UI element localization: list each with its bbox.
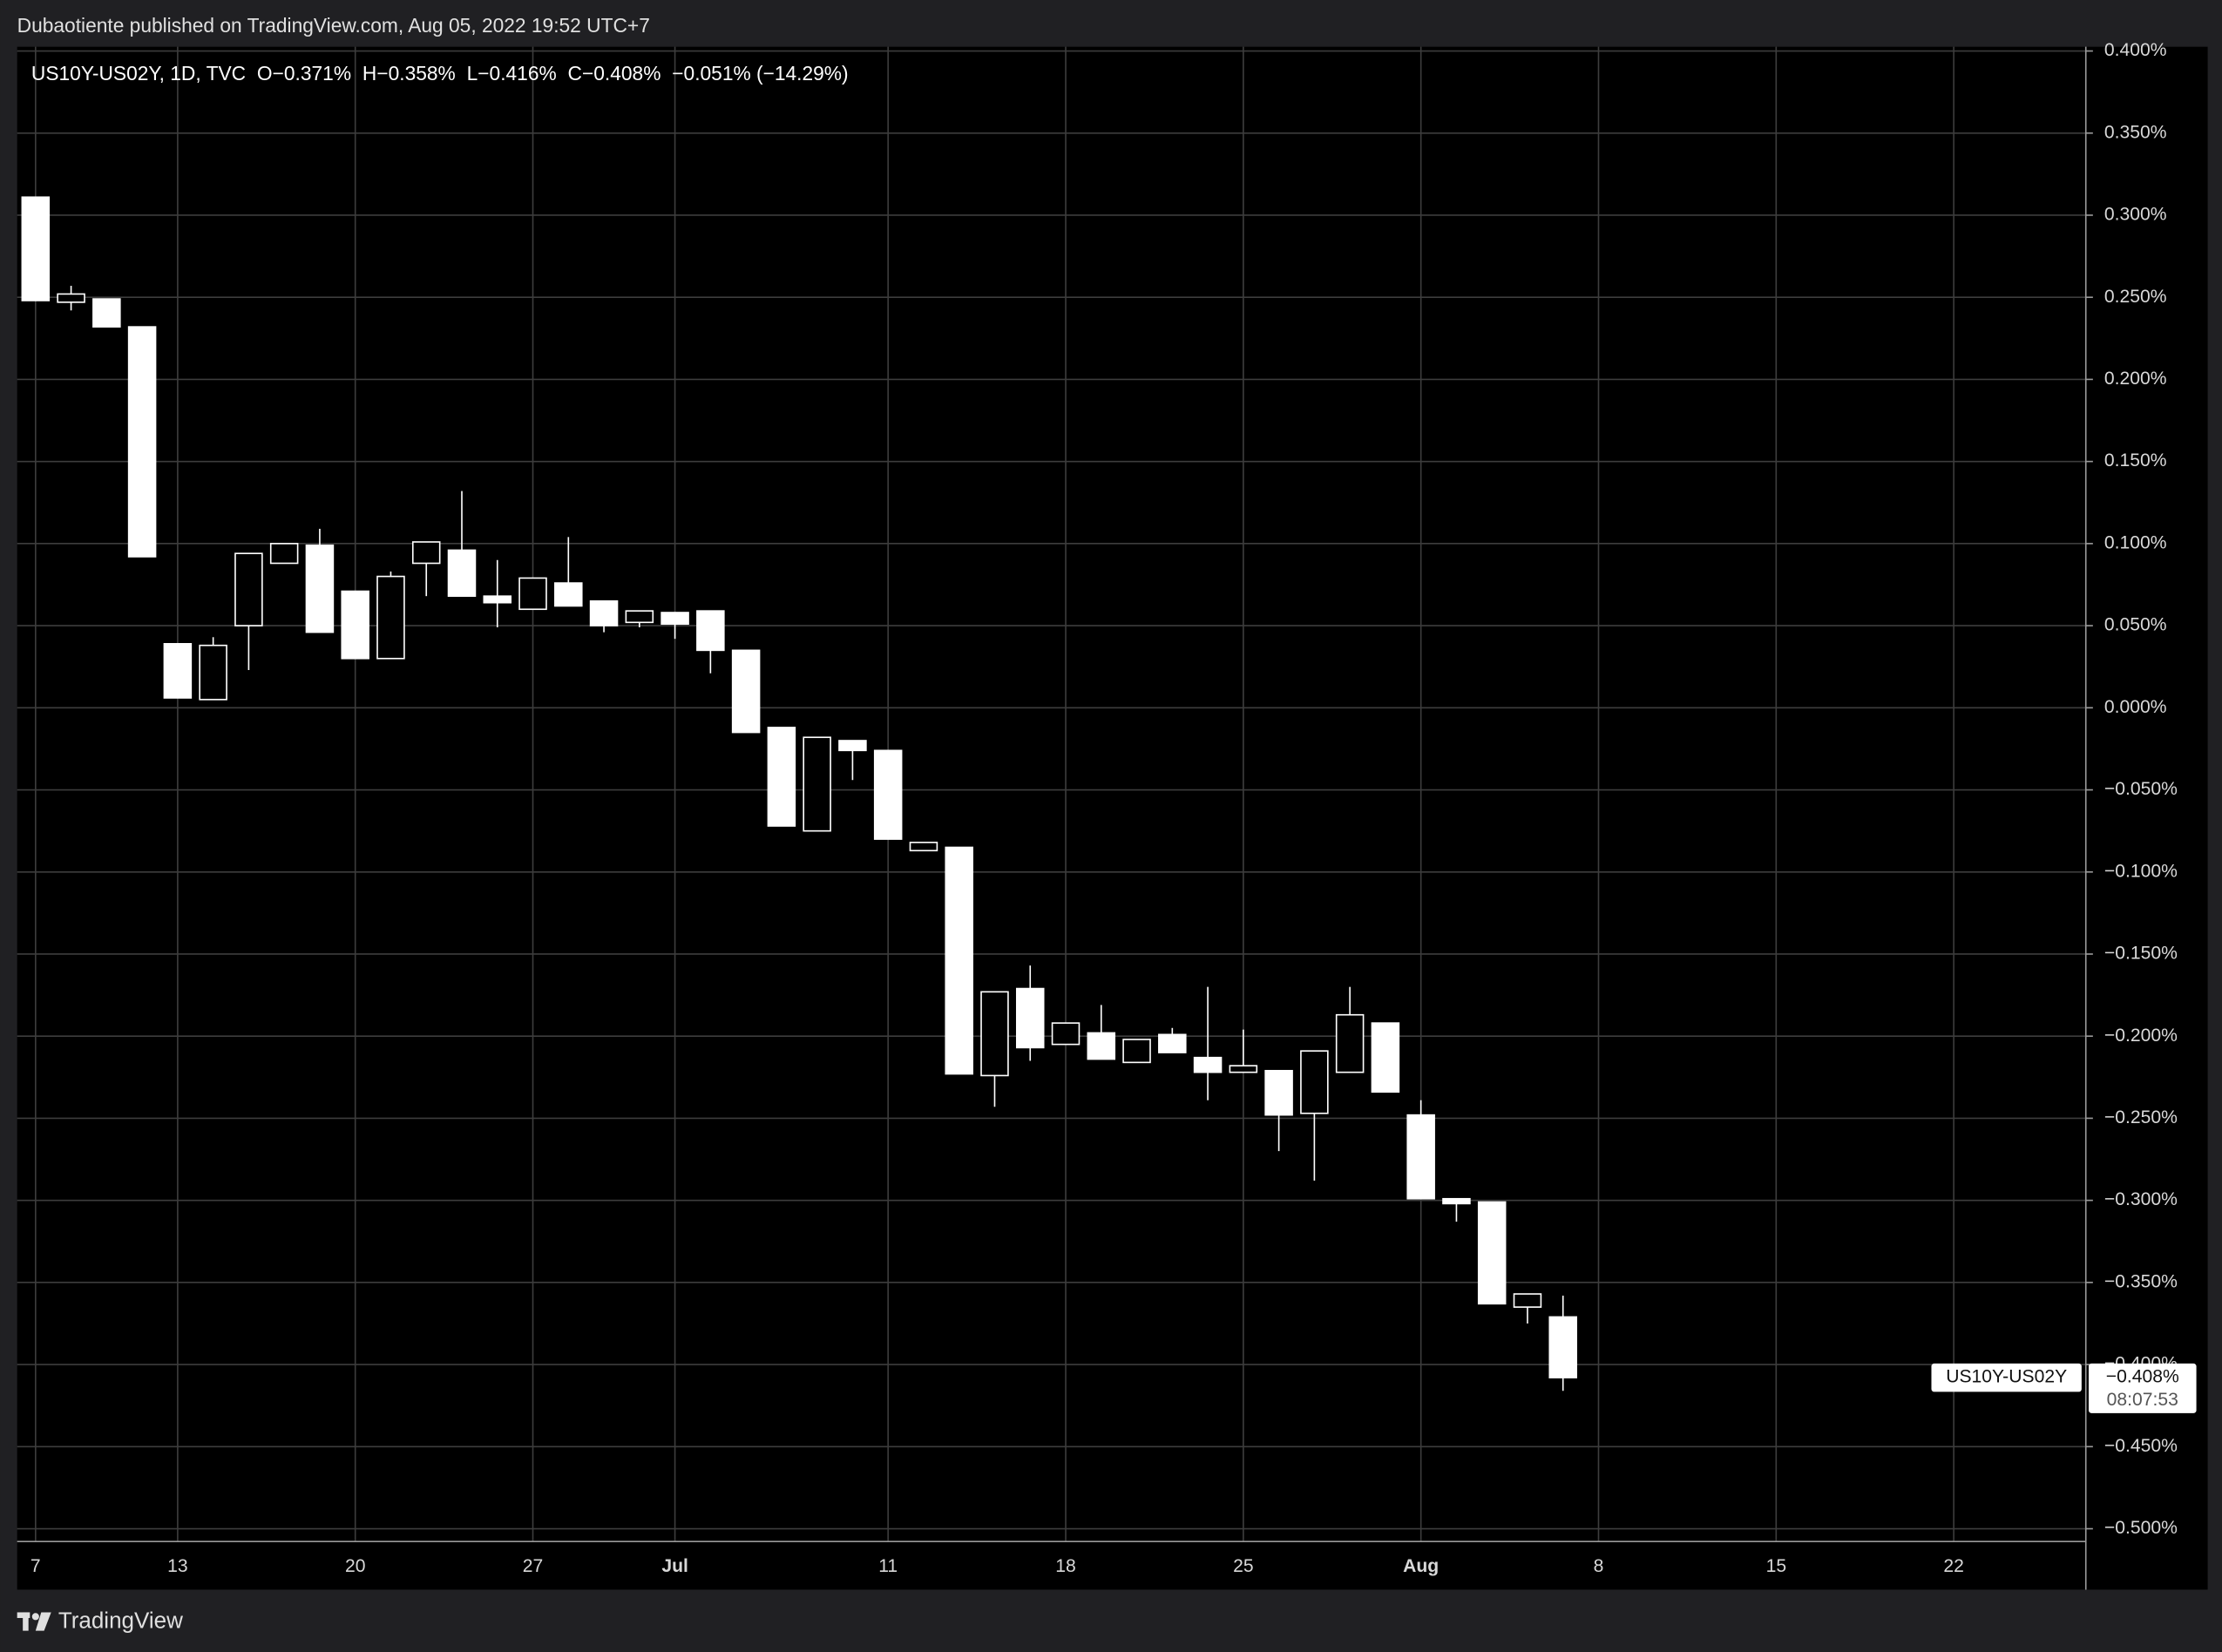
x-tick-label: 25 bbox=[1233, 1556, 1254, 1576]
candle-up bbox=[518, 577, 547, 611]
candle-down bbox=[767, 727, 796, 827]
candle-down bbox=[1015, 987, 1045, 1049]
x-tick-label: 11 bbox=[878, 1556, 898, 1576]
candle-up bbox=[909, 842, 938, 852]
candle-up bbox=[1122, 1039, 1151, 1064]
y-tick-label: −0.350% bbox=[2104, 1271, 2178, 1291]
y-tick-label: 0.100% bbox=[2104, 532, 2167, 552]
candle-down bbox=[1371, 1022, 1400, 1093]
x-tick-label: 13 bbox=[167, 1556, 188, 1576]
published-note: Dubaotiente published on TradingView.com… bbox=[17, 14, 650, 37]
chart-area bbox=[17, 46, 2208, 1590]
y-tick-label: −0.250% bbox=[2104, 1107, 2178, 1127]
legend-close: C−0.408% bbox=[568, 62, 661, 85]
candle-down bbox=[92, 298, 121, 328]
candle-down bbox=[661, 612, 689, 626]
candle-up bbox=[57, 293, 85, 303]
price-countdown: 08:07:53 bbox=[2107, 1390, 2178, 1410]
x-tick-label: 8 bbox=[1594, 1556, 1604, 1576]
y-tick-label: 0.200% bbox=[2104, 369, 2167, 389]
y-tick-label: 0.250% bbox=[2104, 287, 2167, 307]
logo-part bbox=[35, 1612, 51, 1631]
y-tick-label: −0.200% bbox=[2104, 1026, 2178, 1046]
legend-open: O−0.371% bbox=[257, 62, 351, 85]
x-tick-label: 20 bbox=[345, 1556, 366, 1576]
legend-high: H−0.358% bbox=[362, 62, 456, 85]
price-symbol-badge bbox=[1931, 1363, 2082, 1392]
candle-up bbox=[803, 736, 831, 832]
candle-down bbox=[21, 196, 51, 301]
candle-down bbox=[1442, 1197, 1471, 1205]
candle-up bbox=[1335, 1013, 1365, 1073]
candle-down bbox=[1193, 1056, 1223, 1073]
y-tick-label: 0.350% bbox=[2104, 122, 2167, 142]
candle-down bbox=[1548, 1316, 1577, 1378]
candle-up bbox=[1300, 1050, 1329, 1114]
candle-down bbox=[1264, 1069, 1293, 1116]
grid bbox=[17, 46, 2086, 1542]
y-tick-label: 0.050% bbox=[2104, 615, 2167, 635]
legend-low: L−0.416% bbox=[467, 62, 557, 85]
candle-down bbox=[731, 649, 761, 734]
candle-down bbox=[1477, 1201, 1507, 1305]
candle-down bbox=[838, 740, 867, 752]
candle-up bbox=[625, 610, 654, 624]
price-label: −0.408% bbox=[2106, 1367, 2179, 1387]
candle-up bbox=[1513, 1293, 1542, 1308]
axes: 0.400% 0.350% 0.300% 0.250% 0.200% 0.150% 0.10… bbox=[30, 40, 2197, 1576]
candle-up bbox=[980, 991, 1009, 1077]
y-tick-label: 0.400% bbox=[2104, 40, 2167, 60]
candle-down bbox=[1158, 1033, 1187, 1053]
candle-up bbox=[376, 575, 405, 660]
candle-down bbox=[447, 549, 477, 597]
candle-down bbox=[696, 610, 725, 652]
legend-symbol: US10Y-US02Y, 1D, TVC bbox=[31, 62, 246, 85]
candle-up bbox=[1051, 1022, 1081, 1046]
candle-down bbox=[305, 544, 335, 633]
x-tick-label: Jul bbox=[661, 1556, 688, 1576]
y-tick-label: −0.150% bbox=[2104, 944, 2178, 964]
candle-down bbox=[1087, 1032, 1116, 1060]
x-tick-label: 27 bbox=[523, 1556, 544, 1576]
logo bbox=[17, 1612, 51, 1631]
candle-up bbox=[1229, 1065, 1258, 1073]
logo-part bbox=[31, 1613, 39, 1621]
x-tick-label: 18 bbox=[1055, 1556, 1076, 1576]
candle-down bbox=[483, 595, 512, 604]
candle-down bbox=[1406, 1114, 1435, 1200]
y-tick-label: −0.450% bbox=[2104, 1436, 2178, 1456]
candle-up bbox=[234, 552, 263, 626]
y-tick-label: −0.500% bbox=[2104, 1518, 2178, 1538]
x-tick-label: 7 bbox=[30, 1556, 41, 1576]
y-tick-label: 0.000% bbox=[2104, 697, 2167, 717]
candle-down bbox=[554, 582, 583, 607]
brand: TradingView bbox=[58, 1608, 183, 1634]
y-tick-label: −0.050% bbox=[2104, 779, 2178, 799]
candle-down bbox=[127, 326, 157, 558]
candle-down bbox=[945, 846, 973, 1075]
x-tick-label: Aug bbox=[1403, 1556, 1439, 1576]
y-tick-label: 0.300% bbox=[2104, 205, 2167, 225]
candle-down bbox=[589, 600, 619, 626]
candle-up bbox=[199, 644, 227, 701]
candle-down bbox=[341, 590, 369, 660]
candle-down bbox=[163, 643, 193, 699]
logo-part bbox=[23, 1612, 29, 1631]
price-badge bbox=[2088, 1363, 2197, 1413]
price-symbol: US10Y-US02Y bbox=[1946, 1367, 2067, 1387]
x-tick-label: 15 bbox=[1766, 1556, 1787, 1576]
y-tick-label: −0.100% bbox=[2104, 861, 2178, 881]
candle-up bbox=[411, 541, 441, 565]
x-tick-label: 22 bbox=[1943, 1556, 1964, 1576]
candle-down bbox=[873, 749, 903, 840]
legend-change: −0.051% (−14.29%) bbox=[672, 62, 848, 85]
y-tick-label: −0.300% bbox=[2104, 1189, 2178, 1209]
candle-up bbox=[269, 543, 299, 565]
candles bbox=[21, 196, 1577, 1391]
legend: US10Y-US02Y, 1D, TVC O−0.371% H−0.358% L… bbox=[31, 62, 849, 85]
y-tick-label: 0.150% bbox=[2104, 450, 2167, 471]
